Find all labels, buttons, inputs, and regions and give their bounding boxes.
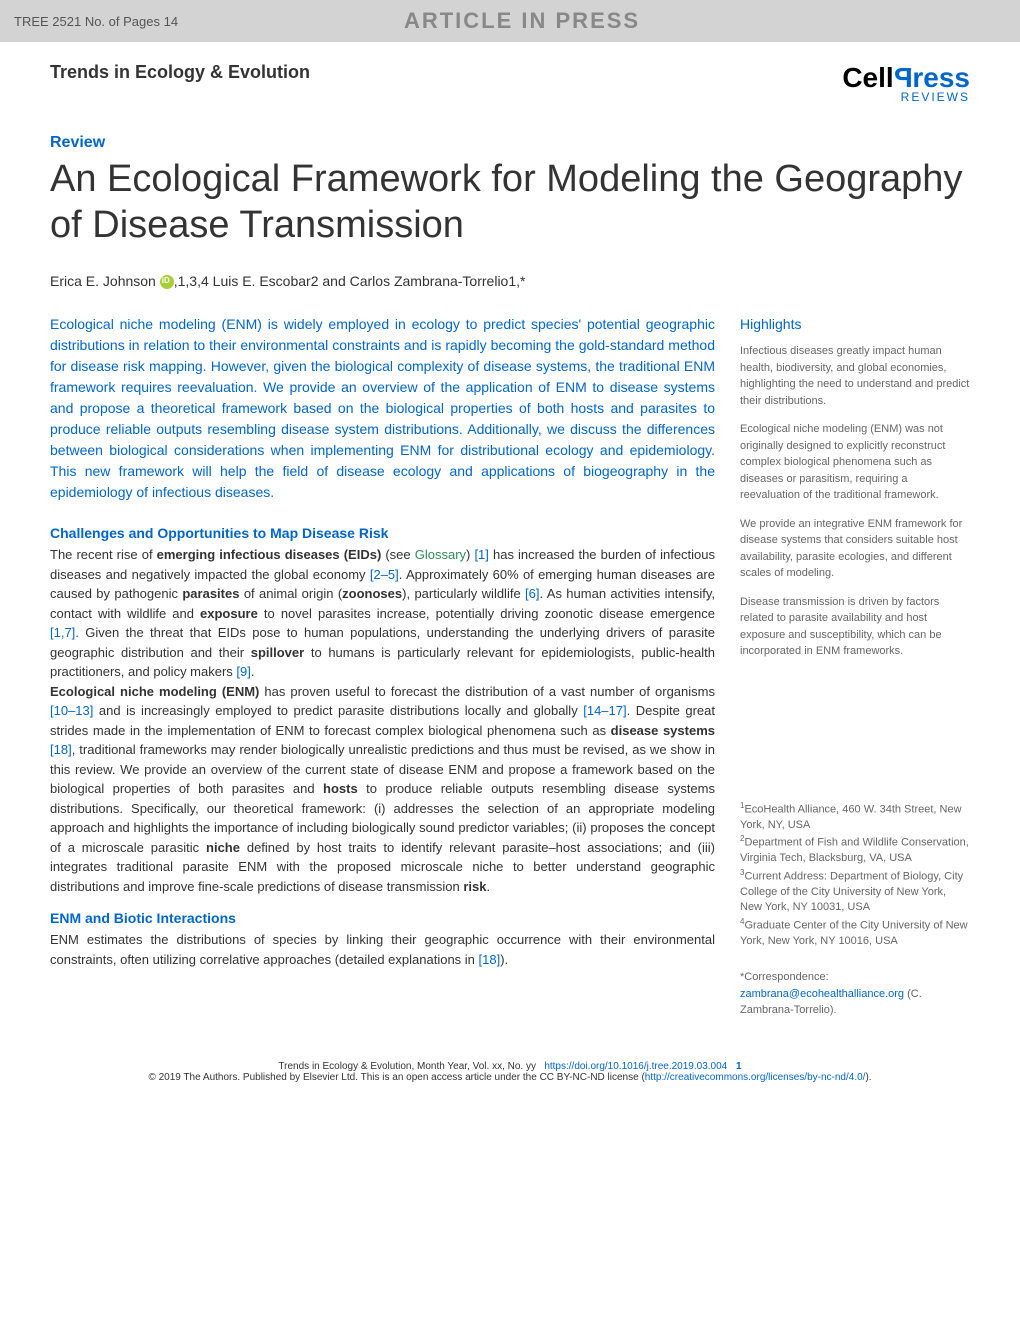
text-run: to novel parasites increase, potentially… [258, 606, 715, 621]
page-footer: Trends in Ecology & Evolution, Month Yea… [0, 1049, 1020, 1098]
bold-term: niche [206, 840, 240, 855]
affiliation-1: 1EcoHealth Alliance, 460 W. 34th Street,… [740, 800, 970, 833]
affiliation-4: 4Graduate Center of the City University … [740, 916, 970, 949]
bold-term: emerging infectious diseases (EIDs) [157, 547, 382, 562]
footer-citation-line: Trends in Ecology & Evolution, Month Yea… [50, 1061, 970, 1072]
main-column: Ecological niche modeling (ENM) is widel… [50, 314, 715, 1018]
logo-cell: Cell [842, 62, 893, 93]
journal-name: Trends in Ecology & Evolution [50, 62, 310, 83]
proof-header-bar: TREE 2521 No. of Pages 14 ARTICLE IN PRE… [0, 0, 1020, 42]
article-type-label: Review [50, 134, 970, 152]
text-run: ENM estimates the distributions of speci… [50, 932, 715, 967]
section-2-para-1: ENM estimates the distributions of speci… [50, 930, 715, 969]
header-row: Trends in Ecology & Evolution CellPress … [50, 62, 970, 104]
citation-link[interactable]: [18] [50, 742, 72, 757]
authors-line: Erica E. Johnson ,1,3,4 Luis E. Escobar2… [50, 273, 970, 289]
bold-term: spillover [251, 645, 304, 660]
logo-press: ress [912, 62, 970, 93]
affiliation-text: EcoHealth Alliance, 460 W. 34th Street, … [740, 804, 962, 831]
bold-term: exposure [200, 606, 258, 621]
citation-link[interactable]: [14–17] [583, 703, 626, 718]
copyright-text: © 2019 The Authors. Published by Elsevie… [148, 1072, 644, 1083]
correspondence-email-link[interactable]: zambrana@ecohealthalliance.org [740, 988, 904, 1000]
text-run: has proven useful to forecast the distri… [259, 684, 715, 699]
text-run: . [486, 879, 490, 894]
affiliation-text: Graduate Center of the City University o… [740, 919, 968, 946]
bold-term: risk [463, 879, 486, 894]
bold-term: zoonoses [342, 586, 402, 601]
text-run: of animal origin ( [239, 586, 342, 601]
text-run: . [251, 664, 255, 679]
section-1-para-2: Ecological niche modeling (ENM) has prov… [50, 682, 715, 897]
text-run: ), particularly wildlife [402, 586, 525, 601]
citation-link[interactable]: [6] [525, 586, 539, 601]
highlight-1: Infectious diseases greatly impact human… [740, 343, 970, 409]
article-in-press-label: ARTICLE IN PRESS [178, 8, 866, 34]
bold-term: disease systems [611, 723, 715, 738]
citation-link[interactable]: [1,7] [50, 625, 75, 640]
article-title: An Ecological Framework for Modeling the… [50, 157, 970, 248]
tree-page-label: TREE 2521 No. of Pages 14 [14, 14, 178, 29]
author-post: ,1,3,4 Luis E. Escobar2 and Carlos Zambr… [174, 273, 526, 289]
page-content: Trends in Ecology & Evolution CellPress … [0, 42, 1020, 1049]
copyright-end: ). [865, 1072, 871, 1083]
sidebar-column: Highlights Infectious diseases greatly i… [740, 314, 970, 1018]
affiliation-2: 2Department of Fish and Wildlife Conserv… [740, 833, 970, 866]
logo-p-icon: P [894, 62, 913, 94]
citation-link[interactable]: [1] [474, 547, 488, 562]
affiliations-block: 1EcoHealth Alliance, 460 W. 34th Street,… [740, 800, 970, 949]
license-link[interactable]: http://creativecommons.org/licenses/by-n… [645, 1072, 866, 1083]
affiliation-text: Department of Fish and Wildlife Conserva… [740, 837, 969, 864]
citation-text: Trends in Ecology & Evolution, Month Yea… [278, 1061, 536, 1072]
affiliation-text: Current Address: Department of Biology, … [740, 871, 963, 914]
bold-term: parasites [182, 586, 239, 601]
abstract-text: Ecological niche modeling (ENM) is widel… [50, 314, 715, 503]
text-run: The recent rise of [50, 547, 157, 562]
citation-link[interactable]: [9] [236, 664, 250, 679]
highlight-2: Ecological niche modeling (ENM) was not … [740, 421, 970, 504]
text-run: ). [500, 952, 508, 967]
section-1-para-1: The recent rise of emerging infectious d… [50, 545, 715, 682]
correspondence-label: *Correspondence: [740, 969, 970, 986]
orcid-icon[interactable] [160, 275, 174, 289]
doi-link[interactable]: https://doi.org/10.1016/j.tree.2019.03.0… [544, 1061, 727, 1072]
page-number: 1 [736, 1061, 742, 1072]
highlight-4: Disease transmission is driven by factor… [740, 594, 970, 660]
citation-link[interactable]: [10–13] [50, 703, 93, 718]
glossary-link[interactable]: Glossary [415, 547, 466, 562]
highlight-3: We provide an integrative ENM framework … [740, 516, 970, 582]
footer-copyright-line: © 2019 The Authors. Published by Elsevie… [50, 1072, 970, 1083]
section-2-title: ENM and Biotic Interactions [50, 910, 715, 926]
highlights-title: Highlights [740, 314, 970, 335]
citation-link[interactable]: [2–5] [370, 567, 399, 582]
two-column-layout: Ecological niche modeling (ENM) is widel… [50, 314, 970, 1018]
text-run: (see [381, 547, 414, 562]
bold-term: Ecological niche modeling (ENM) [50, 684, 259, 699]
author-pre: Erica E. Johnson [50, 273, 160, 289]
section-1-title: Challenges and Opportunities to Map Dise… [50, 525, 715, 541]
bold-term: hosts [323, 781, 358, 796]
correspondence-block: *Correspondence: zambrana@ecohealthallia… [740, 969, 970, 1019]
cellpress-logo-block: CellPress REVIEWS [842, 62, 970, 104]
text-run: and is increasingly employed to predict … [93, 703, 583, 718]
affiliation-3: 3Current Address: Department of Biology,… [740, 867, 970, 916]
citation-link[interactable]: [18] [479, 952, 501, 967]
